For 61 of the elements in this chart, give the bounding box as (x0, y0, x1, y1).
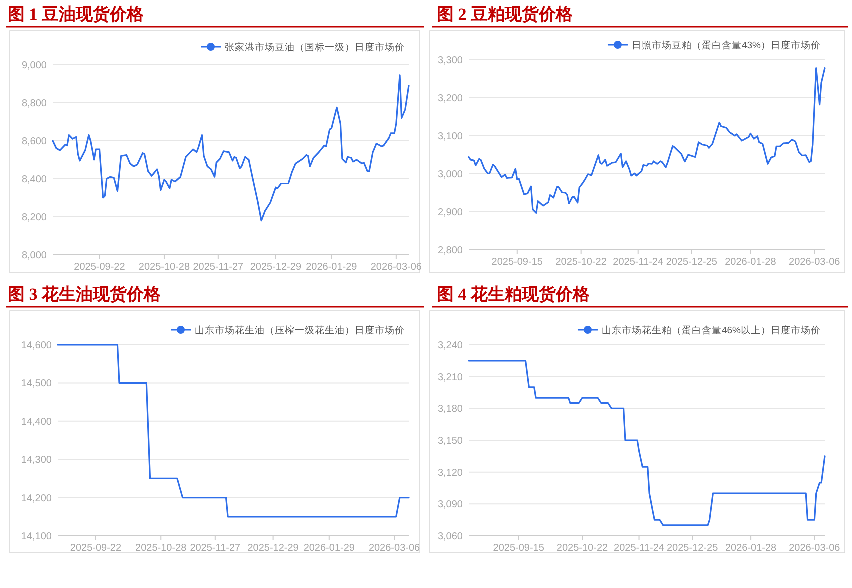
x-tick-label: 2026-01-29 (306, 262, 358, 273)
y-tick-label: 3,210 (438, 372, 464, 384)
x-tick-label: 2025-11-27 (193, 262, 244, 273)
x-tick-label: 2025-10-28 (136, 543, 188, 554)
line-series (52, 74, 410, 222)
x-tick-label: 2025-10-22 (556, 257, 608, 268)
line-series (468, 68, 826, 214)
legend-label: 日照市场豆粕（蛋白含量43%）日度市场价 (632, 40, 821, 52)
x-tick-label: 2026-03-06 (370, 262, 422, 273)
x-tick-label: 2025-09-22 (74, 262, 126, 273)
y-tick-label: 14,300 (21, 455, 52, 466)
line-series (57, 344, 410, 518)
y-tick-label: 3,060 (438, 532, 464, 542)
y-tick-label: 3,200 (438, 94, 464, 104)
x-tick-label: 2025-11-24 (613, 257, 664, 268)
y-tick-label: 2,900 (438, 208, 464, 218)
chart-title: 图 2 豆粕现货价格 (437, 5, 574, 24)
x-tick-label: 2025-12-29 (250, 262, 302, 273)
x-tick-label: 2026-01-28 (725, 543, 778, 554)
x-tick-label: 2025-11-24 (614, 543, 665, 554)
x-tick-label: 2026-03-06 (789, 543, 841, 554)
x-tick-label: 2025-09-15 (492, 257, 544, 268)
x-tick-label: 2026-01-29 (304, 543, 356, 554)
x-tick-label: 2025-12-25 (666, 257, 718, 268)
chart-title: 图 3 花生油现货价格 (8, 285, 162, 304)
x-tick-label: 2026-03-06 (368, 543, 421, 554)
y-tick-label: 8,600 (22, 136, 48, 148)
y-tick-label: 14,600 (21, 340, 52, 352)
x-tick-label: 2025-12-29 (248, 543, 300, 554)
y-tick-label: 8,800 (22, 98, 48, 110)
y-tick-label: 3,300 (438, 56, 464, 66)
line-series (468, 360, 826, 526)
x-tick-label: 2026-03-06 (789, 257, 841, 268)
y-tick-label: 3,000 (438, 170, 464, 180)
legend-label: 张家港市场豆油（国标一级）日度市场价 (225, 42, 405, 54)
y-tick-label: 3,120 (438, 468, 464, 479)
legend-label: 山东市场花生粕（蛋白含量46%以上）日度市场价 (602, 324, 821, 336)
chart-title: 图 1 豆油现货价格 (8, 5, 145, 24)
y-tick-label: 8,400 (22, 174, 48, 186)
x-tick-label: 2025-09-22 (70, 543, 122, 554)
x-tick-label: 2025-10-28 (138, 262, 190, 273)
y-tick-label: 9,000 (22, 60, 48, 72)
x-tick-label: 2025-11-27 (190, 543, 242, 554)
x-tick-label: 2025-09-15 (493, 543, 545, 554)
y-tick-label: 3,100 (438, 132, 464, 142)
y-tick-label: 14,400 (21, 416, 52, 428)
y-tick-label: 3,090 (438, 500, 464, 511)
x-tick-label: 2025-12-25 (666, 543, 719, 554)
y-tick-label: 8,200 (22, 212, 48, 224)
y-tick-label: 3,150 (438, 436, 464, 447)
x-tick-label: 2025-10-22 (556, 543, 609, 554)
chart-title: 图 4 花生粕现货价格 (437, 285, 591, 304)
y-tick-label: 8,000 (22, 250, 48, 262)
x-tick-label: 2026-01-28 (725, 257, 777, 268)
y-tick-label: 14,200 (21, 493, 52, 504)
y-tick-label: 3,180 (438, 404, 464, 416)
y-tick-label: 14,100 (21, 532, 52, 542)
legend-label: 山东市场花生油（压榨一级花生油）日度市场价 (195, 324, 405, 336)
y-tick-label: 2,800 (438, 246, 464, 256)
y-tick-label: 3,240 (438, 340, 464, 352)
y-tick-label: 14,500 (21, 378, 52, 390)
